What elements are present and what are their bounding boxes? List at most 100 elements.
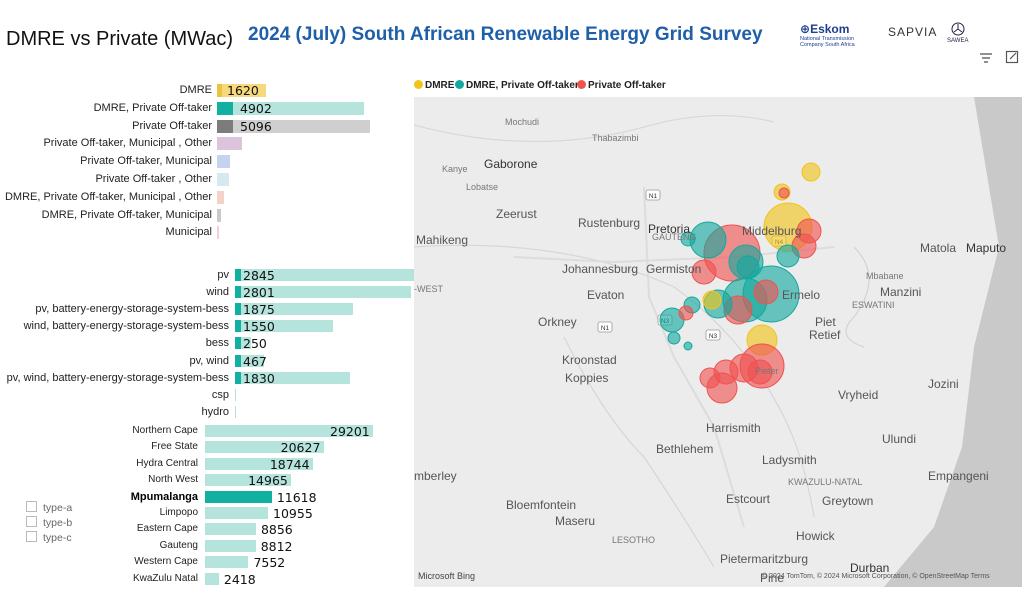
map-bubble[interactable] [778,187,790,199]
map-place-label: Mbabane [866,271,904,281]
offtaker-bar-highlight[interactable] [217,101,233,115]
technology-bar[interactable] [235,405,236,418]
type-filter-label: type-b [43,517,73,529]
type-filter-label: type-a [43,502,73,514]
province-bar[interactable] [205,490,272,503]
map-bubble[interactable] [680,231,696,247]
type-filter-label: type-c [43,532,72,544]
map-bubble[interactable] [667,331,681,345]
map-place-label: Matola [920,241,957,255]
map-place-label: Lobatse [466,182,499,192]
province-category-label: Eastern Cape [136,523,198,535]
map-place-label: KWAZULU-NATAL [788,477,863,487]
technology-bar-highlight[interactable] [235,320,241,333]
eskom-logo-tagline: National Transmission [800,36,855,42]
map-bubble[interactable] [702,290,722,310]
map-bubble[interactable] [753,279,779,305]
offtaker-bar[interactable] [217,173,229,186]
border-line [845,246,870,348]
province-bar[interactable] [205,507,269,519]
eskom-logo: ⊕Eskom National Transmission Company Sou… [800,22,855,48]
legend-item-dmre-private[interactable]: DMRE, Private Off-taker [455,80,579,91]
map-place-label: Durban [850,561,890,575]
offtaker-category-label: DMRE [179,84,212,96]
technology-bar-highlight[interactable] [235,286,241,299]
map-place-label: ESWATINI [852,300,895,310]
province-bar[interactable] [205,457,313,470]
technology-value-label: 1550 [243,319,275,335]
map-bubble[interactable] [691,259,717,285]
technology-category-label: pv, wind, battery-energy-storage-system-… [6,371,229,384]
offtaker-bar-highlight[interactable] [217,119,233,133]
map-bubble[interactable] [747,359,773,385]
map-bubble[interactable] [706,372,738,404]
checkbox-icon[interactable] [26,501,37,512]
technology-category-label: wind [206,286,229,299]
technology-bar[interactable] [235,303,353,316]
offtaker-bar[interactable] [217,190,225,204]
map-place-label: Greytown [822,494,874,508]
technology-bar-highlight[interactable] [235,303,241,316]
map-attribution[interactable]: © 2024 TomTom, © 2024 Microsoft Corporat… [762,573,990,580]
checkbox-icon[interactable] [26,531,37,542]
province-bar[interactable] [205,556,249,569]
type-filter-item[interactable]: type-b [26,516,72,529]
filter-lines-icon[interactable] [977,50,995,68]
offtaker-category-label: DMRE, Private Off-taker [93,101,212,114]
offtaker-bar[interactable] [217,119,370,133]
offtaker-bar[interactable] [217,155,230,169]
technology-bar-highlight[interactable] [235,269,241,281]
map-place-label: Gaborone [484,157,538,171]
technology-bar[interactable] [235,388,236,401]
technology-bar[interactable] [235,269,414,281]
offtaker-bar[interactable] [217,101,365,115]
province-category-label: Hydra Central [136,457,198,469]
checkbox-icon[interactable] [26,516,37,527]
offtaker-bar[interactable] [217,208,221,222]
report-title: 2024 (July) South African Renewable Ener… [248,24,763,45]
map-bubble[interactable] [678,305,694,321]
offtaker-category-label: Private Off-taker, Municipal [80,155,212,168]
legend-item-dmre[interactable]: DMRE [414,80,454,91]
offtaker-bar-highlight[interactable] [217,84,222,97]
offtaker-value-label: 5096 [240,118,272,134]
offtaker-bar[interactable] [217,84,266,97]
technology-bar-highlight[interactable] [235,371,241,384]
map-place-label: Koppies [565,371,609,385]
offtaker-bar[interactable] [217,226,219,240]
map-bubble[interactable] [683,341,693,351]
province-bar[interactable] [205,572,219,585]
sawea-turbine-icon [951,22,965,36]
province-value-label: 8812 [260,538,293,554]
focus-mode-icon[interactable] [1003,50,1021,68]
province-bar[interactable] [205,425,373,437]
svg-text:N1: N1 [649,193,658,200]
legend-item-private[interactable]: Private Off-taker [577,80,666,91]
technology-bar[interactable] [235,371,351,384]
technology-bar[interactable] [235,354,265,367]
bubble-map[interactable]: N1N1N3N3N4 MochudiThabazimbiGaboroneKany… [414,97,1022,587]
type-filter-item[interactable]: type-a [26,501,72,514]
legend-dot-icon [455,80,464,89]
map-place-label: Piet [815,315,836,329]
map-canvas[interactable]: N1N1N3N3N4 [414,97,1022,587]
map-bubble[interactable] [801,162,821,182]
offtaker-bar[interactable] [217,137,242,151]
province-bar[interactable] [205,441,324,454]
province-bar[interactable] [205,474,292,487]
technology-bar[interactable] [235,320,333,333]
technology-bar-highlight[interactable] [235,354,241,367]
technology-bar[interactable] [235,286,412,299]
province-category-label: Free State [151,441,198,453]
province-value-label: 8856 [260,522,293,538]
map-place-label: Zeerust [496,207,537,221]
sapvia-logo: SAPVIA [888,25,938,39]
map-place-label: Evaton [587,288,625,302]
map-bubble[interactable] [776,244,800,268]
type-filter-item[interactable]: type-c [26,531,72,544]
map-place-label: Bloemfontein [506,498,577,512]
technology-value-label: 2801 [243,285,275,301]
province-bar[interactable] [205,523,256,536]
province-bar[interactable] [205,539,256,552]
technology-bar-highlight[interactable] [235,337,241,350]
